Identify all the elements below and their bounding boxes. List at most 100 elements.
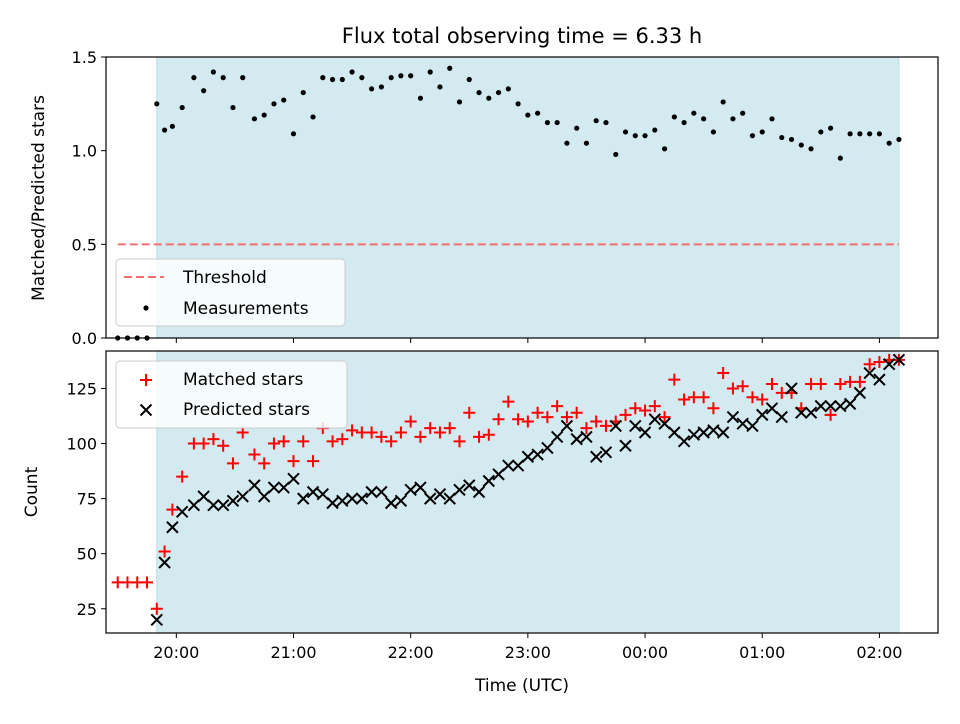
measurement-point (505, 86, 511, 92)
predicted-star-point (226, 494, 240, 508)
measurement-point (564, 140, 570, 146)
measurement-point (210, 69, 217, 75)
predicted-star-point (873, 373, 886, 386)
measurement-point (437, 84, 443, 90)
predicted-star-point (834, 399, 847, 413)
measurement-point (349, 69, 355, 75)
measurement-point (818, 129, 824, 135)
predicted-star-point (175, 505, 189, 519)
measurement-point (691, 110, 697, 116)
predicted-star-point (355, 492, 369, 505)
predicted-star-point (853, 386, 867, 400)
predicted-star-point (443, 492, 456, 505)
measurement-point (466, 76, 472, 83)
predicted-star-point (629, 419, 642, 433)
predicted-star-point (336, 494, 349, 508)
matched-star-point (176, 470, 189, 483)
measurement-point (201, 88, 207, 94)
matched-star-point (512, 413, 525, 426)
legend-matched-label: Matched stars (183, 370, 303, 390)
measurement-point (369, 86, 375, 92)
x-tick-label: 02:00 (856, 643, 902, 662)
predicted-star-point (746, 419, 759, 433)
measurement-point (769, 116, 775, 122)
matched-star-point (834, 378, 847, 391)
measurement-point (827, 125, 834, 131)
predicted-star-point (580, 430, 593, 444)
predicted-star-point (375, 485, 388, 499)
measurement-point (408, 73, 414, 79)
predicted-star-point (609, 419, 622, 433)
measurement-point (154, 101, 160, 107)
predicted-star-point (277, 481, 290, 494)
matched-star-point (258, 457, 271, 470)
measurement-point (554, 119, 560, 126)
measurement-point (169, 123, 176, 129)
predicted-star-point (619, 439, 632, 452)
measurement-point (779, 134, 785, 141)
measurement-point (886, 140, 892, 146)
y-tick-label-count: 50 (77, 545, 97, 564)
legend-predicted-swatch (139, 403, 153, 417)
measurement-point (788, 136, 795, 143)
measurement-point (876, 131, 883, 137)
matched-star-point (236, 426, 249, 439)
y-tick-label-count: 25 (77, 600, 97, 619)
predicted-star-point (570, 432, 583, 446)
matched-star-point (648, 400, 661, 413)
matched-star-point (346, 424, 359, 437)
predicted-star-point (482, 474, 496, 488)
measurement-point (388, 75, 394, 81)
measurement-point (271, 101, 277, 107)
predicted-star-point (677, 435, 691, 448)
predicted-star-point (531, 448, 544, 461)
matched-star-point (599, 419, 612, 432)
matched-star-point (756, 393, 769, 406)
measurement-point (740, 110, 746, 116)
predicted-star-point (236, 490, 249, 503)
measurement-point (593, 118, 599, 124)
predicted-star-point (707, 424, 720, 437)
measurement-point (191, 75, 197, 81)
predicted-star-point (511, 459, 525, 472)
matched-star-point (697, 391, 710, 404)
predicted-star-point (785, 382, 798, 395)
matched-star-point (551, 400, 564, 413)
measurement-point (632, 133, 638, 139)
matched-star-point (629, 402, 642, 415)
measurement-point (476, 89, 482, 96)
measurement-point (798, 142, 804, 148)
matched-star-point (141, 576, 154, 589)
x-tick-label: 00:00 (622, 643, 668, 662)
predicted-star-point (863, 366, 876, 380)
matched-star-point (150, 602, 163, 615)
measurement-point (867, 131, 873, 137)
predicted-star-point (638, 426, 652, 439)
predicted-star-point (414, 481, 427, 494)
measurement-point (710, 129, 716, 135)
predicted-star-point (166, 521, 179, 534)
legend-threshold-label: Threshold (182, 268, 267, 288)
predicted-star-point (287, 472, 300, 485)
y-tick-label-count: 75 (77, 490, 97, 509)
matched-star-point (297, 435, 310, 448)
measurement-point (447, 65, 453, 71)
measurement-point (896, 136, 902, 143)
measurement-point (583, 140, 590, 146)
predicted-star-point (248, 479, 261, 492)
matched-star-point (443, 422, 456, 435)
matched-star-point (453, 435, 466, 448)
matched-star-point (375, 430, 388, 443)
measurement-point (230, 104, 236, 111)
predicted-star-point (697, 426, 710, 439)
predicted-star-point (892, 353, 906, 367)
measurement-point (642, 133, 648, 139)
chart-title: Flux total observing time = 6.33 h (342, 24, 702, 48)
measurement-point (681, 119, 687, 126)
matched-star-point (521, 415, 534, 428)
x-axis-label: Time (UTC) (474, 676, 569, 696)
predicted-star-point (560, 419, 574, 433)
predicted-star-point (590, 450, 603, 463)
matched-star-point (541, 411, 554, 424)
measurement-point (220, 75, 226, 81)
